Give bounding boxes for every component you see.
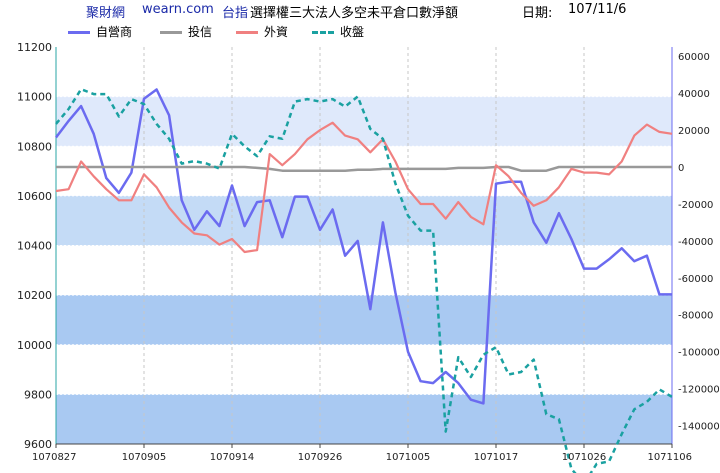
date-label: 日期: bbox=[522, 6, 553, 21]
right-tick-label: -100000 bbox=[678, 348, 720, 359]
left-tick-label: 10200 bbox=[17, 289, 52, 302]
right-tick-label: -120000 bbox=[678, 385, 720, 396]
legend-swatch-dealer bbox=[68, 31, 90, 34]
chart-band-1 bbox=[56, 195, 672, 246]
chart-series-layer bbox=[55, 87, 673, 473]
chart-bands bbox=[56, 96, 672, 444]
x-tick-label: 1071017 bbox=[474, 452, 519, 463]
series-line-dealer bbox=[55, 88, 672, 405]
series-line-close bbox=[55, 87, 673, 473]
right-tick-label: -80000 bbox=[678, 311, 713, 322]
legend-swatch-foreign bbox=[236, 31, 258, 34]
chart-tick-labels: 9600 9800 10000 10200 10400 10600 10800 11000 11… bbox=[17, 41, 720, 463]
left-tick-label: 10800 bbox=[17, 140, 52, 153]
left-tick-label: 9600 bbox=[24, 438, 52, 451]
x-tick-label: 1070905 bbox=[122, 452, 167, 463]
left-tick-label: 9800 bbox=[24, 388, 52, 401]
date-value: 107/11/6 bbox=[568, 2, 627, 17]
left-tick-label: 10600 bbox=[17, 190, 52, 203]
legend-swatch-trust bbox=[160, 31, 182, 34]
chart-header: 聚財網 wearn.com 台指 選擇權三大法人多空未平倉口數淨額 日期: 10… bbox=[0, 0, 720, 22]
legend-swatch-close bbox=[312, 31, 334, 34]
site-name[interactable]: wearn.com bbox=[142, 2, 214, 17]
left-tick-label: 11000 bbox=[17, 91, 52, 104]
right-tick-label: 60000 bbox=[678, 52, 710, 63]
x-tick-label: 1070827 bbox=[32, 452, 77, 463]
page-title: 選擇權三大法人多空未平倉口數淨額 bbox=[250, 6, 459, 21]
right-tick-label: -140000 bbox=[678, 422, 720, 433]
legend-label-trust: 投信 bbox=[188, 25, 213, 39]
brand-name[interactable]: 聚財網 bbox=[86, 6, 126, 21]
series-line-trust bbox=[56, 165, 672, 172]
left-tick-label: 10400 bbox=[17, 240, 52, 253]
x-tick-label: 1071106 bbox=[647, 452, 692, 463]
left-tick-label: 10000 bbox=[17, 339, 52, 352]
legend-label-dealer: 自營商 bbox=[96, 25, 133, 39]
right-tick-label: -40000 bbox=[678, 237, 713, 248]
x-tick-label: 1071026 bbox=[562, 452, 607, 463]
right-tick-label: -20000 bbox=[678, 200, 713, 211]
chart-band-0 bbox=[56, 96, 672, 147]
legend-label-close: 收盤 bbox=[340, 25, 365, 39]
left-tick-label: 11200 bbox=[17, 41, 52, 54]
right-tick-label: 40000 bbox=[678, 89, 710, 100]
right-tick-label: 0 bbox=[678, 163, 684, 174]
x-tick-label: 1070926 bbox=[298, 452, 343, 463]
series-line-foreign bbox=[55, 121, 673, 254]
right-tick-label: -60000 bbox=[678, 274, 713, 285]
x-tick-label: 1070914 bbox=[210, 452, 255, 463]
chart-band-3 bbox=[56, 394, 672, 444]
right-tick-label: 20000 bbox=[678, 126, 710, 137]
chart-band-2 bbox=[56, 295, 672, 345]
x-tick-label: 1071005 bbox=[386, 452, 431, 463]
index-name: 台指 bbox=[222, 6, 249, 21]
legend-label-foreign: 外資 bbox=[264, 25, 289, 39]
chart-axes bbox=[55, 47, 673, 445]
